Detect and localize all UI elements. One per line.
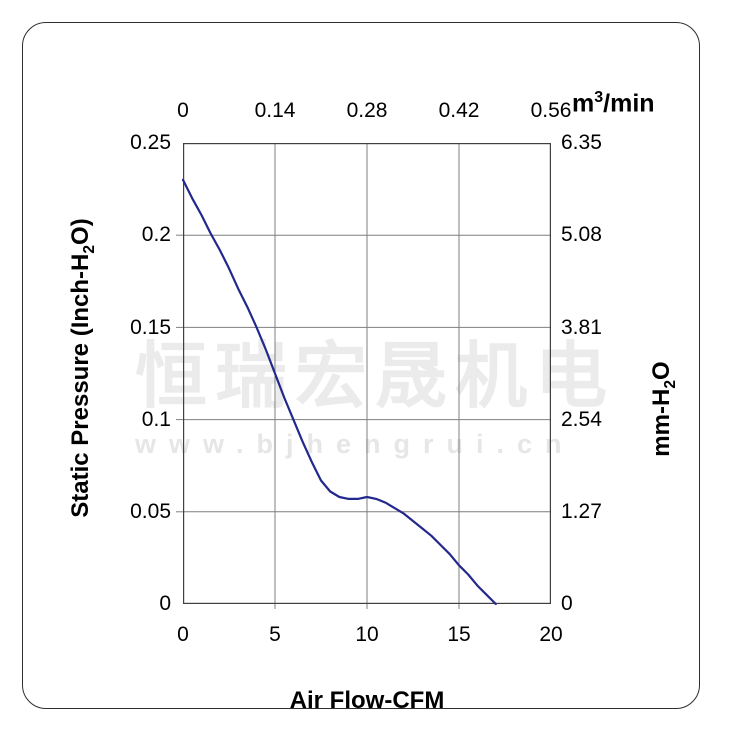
- x-axis-title: Air Flow-CFM: [289, 687, 445, 709]
- right-tick-3: 2.54: [561, 408, 602, 431]
- left-tick-2: 0.15: [130, 316, 171, 339]
- y-left-title-pre: Static Pressure (Inch-H: [67, 253, 95, 518]
- y-axis-left-title: Static Pressure (Inch-H2O): [67, 218, 99, 517]
- right-tick-5: 0: [561, 592, 573, 615]
- left-tick-0: 0.25: [130, 131, 171, 154]
- y-left-title-sub: 2: [80, 244, 98, 254]
- top-tick-4: 0.56: [530, 99, 572, 122]
- plot-area: [176, 143, 551, 609]
- y-left-title-post: O): [67, 218, 95, 245]
- y-axis-right-title: mm-H2O: [648, 361, 680, 456]
- bottom-tick-3: 15: [447, 623, 471, 646]
- left-tick-4: 0.05: [130, 500, 171, 523]
- top-axis-unit: m3/min: [572, 89, 655, 118]
- y-right-title-pre: mm-H: [648, 388, 676, 457]
- y-right-title-post: O: [648, 361, 676, 380]
- bottom-tick-0: 0: [177, 623, 189, 646]
- watermark-url-text: www.bjhengrui.cn: [135, 429, 575, 459]
- right-tick-1: 5.08: [561, 223, 602, 246]
- right-tick-4: 1.27: [561, 500, 602, 523]
- top-tick-0: 0: [177, 99, 189, 122]
- bottom-tick-1: 5: [269, 623, 281, 646]
- bottom-tick-4: 20: [539, 623, 563, 646]
- right-tick-2: 3.81: [561, 316, 602, 339]
- chart-card: 恒瑞宏晟机电 www.bjhengrui.cn 0 0.14 0.28 0.42…: [22, 22, 700, 709]
- right-tick-0: 6.35: [561, 131, 602, 154]
- bottom-tick-2: 10: [355, 623, 379, 646]
- top-axis-unit-sup: 3: [594, 89, 604, 106]
- top-tick-3: 0.42: [438, 99, 480, 122]
- top-axis-unit-base: m: [572, 89, 595, 118]
- watermark-brand-text: 恒瑞宏晟机电: [135, 337, 616, 417]
- top-tick-2: 0.28: [346, 99, 388, 122]
- top-tick-1: 0.14: [254, 99, 296, 122]
- y-right-title-sub: 2: [661, 379, 679, 389]
- left-tick-1: 0.2: [141, 223, 171, 246]
- left-tick-5: 0: [159, 592, 171, 615]
- left-tick-3: 0.1: [141, 408, 171, 431]
- top-axis-unit-rest: /min: [603, 89, 655, 118]
